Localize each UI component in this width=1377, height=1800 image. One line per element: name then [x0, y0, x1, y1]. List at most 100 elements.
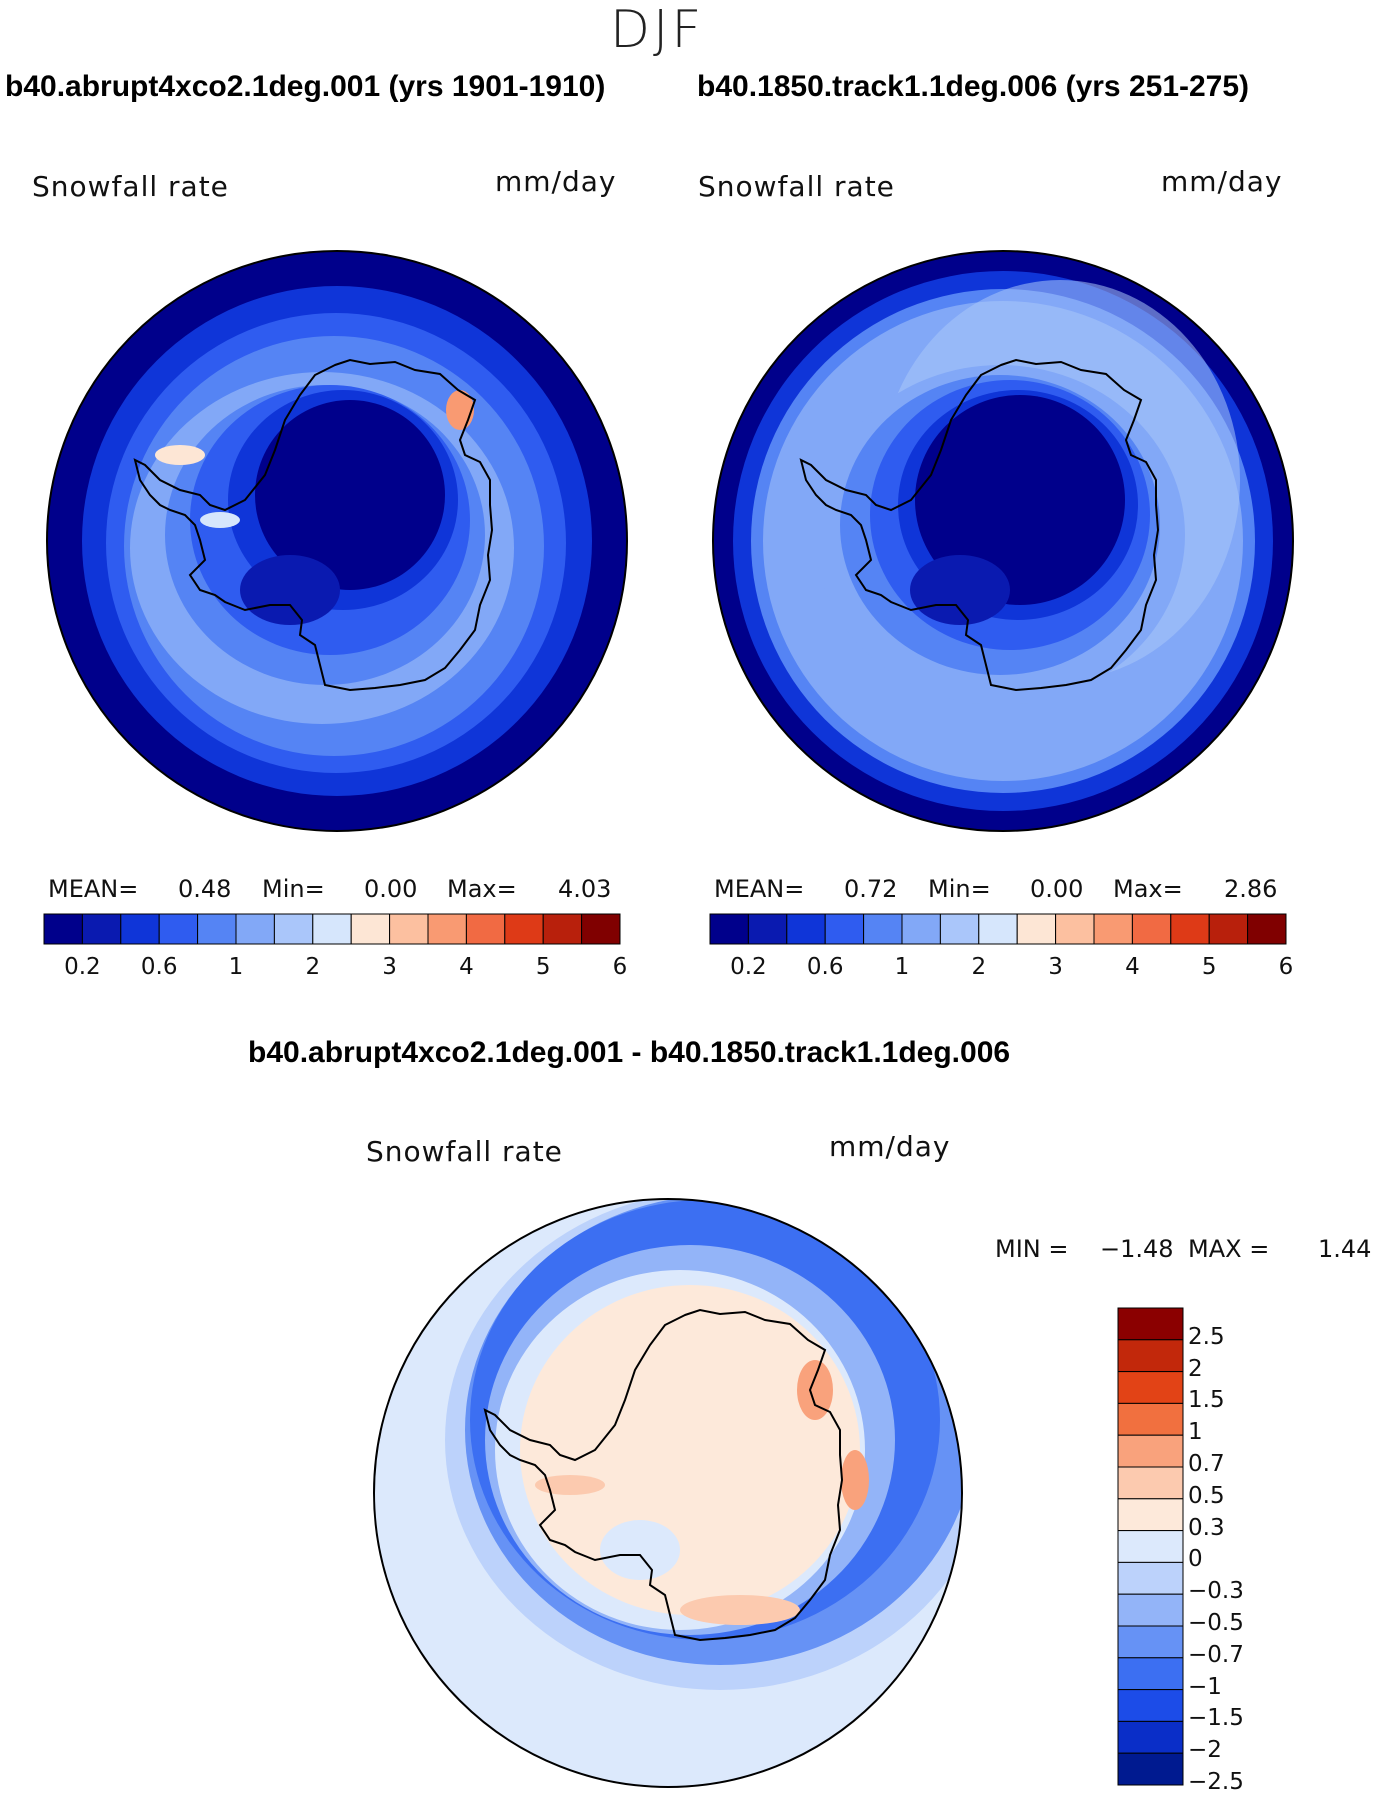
colorbar-swatch [1117, 1720, 1184, 1754]
diff-units-label: mm/day [829, 1130, 951, 1163]
diff-variable-label: Snowfall rate [366, 1135, 563, 1168]
diff-min-label: MIN = [995, 1235, 1069, 1263]
panel1-case-title: b40.abrupt4xco2.1deg.001 (yrs 1901-1910) [5, 70, 606, 103]
panel2-min-value: 0.00 [1030, 875, 1084, 903]
panel1-min-value: 0.00 [364, 875, 418, 903]
colorbar-tick-label: 1 [1188, 1419, 1203, 1446]
colorbar-swatch [1117, 1498, 1184, 1532]
panel2-mean-value: 0.72 [844, 875, 898, 903]
colorbar-swatch [1117, 1593, 1184, 1627]
colorbar-tick-label: 0.5 [1188, 1482, 1225, 1509]
colorbar-swatch [81, 913, 122, 945]
colorbar-swatch [427, 913, 467, 945]
colorbar-swatch [1093, 913, 1133, 945]
colorbar-tick-label: −0.3 [1188, 1578, 1244, 1605]
colorbar-swatch [581, 913, 621, 945]
colorbar-swatch [863, 913, 903, 945]
colorbar-tick-label: 5 [1201, 954, 1217, 980]
panel2-map [713, 251, 1293, 831]
colorbar-swatch [1117, 1339, 1184, 1373]
panel2-units-label: mm/day [1161, 165, 1283, 198]
colorbar-swatch [158, 913, 199, 945]
panel2-case-title: b40.1850.track1.1deg.006 (yrs 251-275) [697, 70, 1250, 103]
colorbar-swatch [1117, 1530, 1184, 1563]
panel1-colorbar [43, 913, 621, 945]
colorbar-tick-label: 6 [1278, 954, 1294, 980]
colorbar-tick-label: −1 [1188, 1673, 1222, 1700]
panel2-max-value: 2.86 [1224, 875, 1278, 903]
colorbar-swatch [901, 913, 941, 945]
colorbar-tick-label: −0.5 [1188, 1610, 1244, 1636]
colorbar-swatch [747, 913, 788, 945]
colorbar-swatch [1016, 913, 1057, 945]
colorbar-tick-label: 6 [612, 954, 628, 980]
panel2-mean-label: MEAN= [714, 875, 805, 903]
colorbar-swatch [1117, 1307, 1184, 1341]
colorbar-tick-label: 0.6 [140, 954, 178, 980]
colorbar-swatch [1208, 913, 1249, 945]
colorbar-swatch [350, 913, 391, 945]
colorbar-swatch [939, 913, 980, 945]
colorbar-tick-label: 0.2 [730, 954, 767, 980]
colorbar-swatch [312, 913, 352, 945]
colorbar-swatch [1117, 1371, 1184, 1404]
panel1-map [47, 251, 627, 831]
panel1-variable-label: Snowfall rate [32, 170, 229, 203]
panel2-max-label: Max= [1113, 875, 1183, 903]
diff-max-label: MAX = [1188, 1235, 1270, 1263]
panel1-min-label: Min= [262, 875, 325, 903]
colorbar-swatch [709, 913, 749, 945]
season-title: DJF [610, 0, 705, 60]
colorbar-swatch [1117, 1434, 1184, 1468]
colorbar-tick-label: 0.3 [1188, 1514, 1225, 1541]
panel2-colorbar [709, 913, 1287, 945]
colorbar-tick-label: 0.2 [64, 954, 101, 980]
colorbar-swatch [1117, 1752, 1184, 1786]
colorbar-swatch [465, 913, 506, 945]
colorbar-tick-label: 1 [894, 954, 910, 980]
colorbar-tick-label: 4 [459, 954, 474, 980]
colorbar-swatch [1117, 1402, 1184, 1436]
colorbar-tick-label: −2 [1188, 1737, 1222, 1764]
colorbar-swatch [235, 913, 275, 945]
colorbar-swatch [1055, 913, 1095, 945]
colorbar-tick-label: 2.5 [1188, 1323, 1225, 1350]
colorbar-tick-label: 2 [305, 954, 321, 980]
colorbar-swatch [1117, 1625, 1184, 1659]
panel1-max-value: 4.03 [558, 875, 612, 903]
colorbar-tick-label: 2 [1188, 1355, 1203, 1382]
panel2-variable-label: Snowfall rate [698, 170, 895, 203]
colorbar-swatch [542, 913, 583, 945]
colorbar-swatch [1117, 1466, 1184, 1500]
colorbar-tick-label: 1 [228, 954, 244, 980]
colorbar-swatch [786, 913, 826, 945]
colorbar-swatch [1117, 1657, 1184, 1691]
colorbar-tick-label: 1.5 [1188, 1387, 1225, 1414]
colorbar-swatch [1170, 913, 1210, 945]
colorbar-tick-label: −1.5 [1188, 1705, 1244, 1732]
colorbar-swatch [824, 913, 865, 945]
colorbar-tick-label: 0 [1188, 1546, 1203, 1573]
diff-colorbar [1117, 1307, 1184, 1786]
panel1-max-label: Max= [447, 875, 517, 903]
colorbar-tick-label: 3 [382, 954, 397, 980]
colorbar-swatch [504, 913, 544, 945]
colorbar-swatch [389, 913, 429, 945]
diff-min-value: −1.48 [1100, 1235, 1174, 1263]
panel2-min-label: Min= [928, 875, 991, 903]
colorbar-tick-label: 0.7 [1188, 1451, 1225, 1477]
colorbar-swatch [197, 913, 237, 945]
diff-title: b40.abrupt4xco2.1deg.001 - b40.1850.trac… [248, 1036, 1011, 1069]
colorbar-swatch [1117, 1561, 1184, 1595]
colorbar-tick-label: −0.7 [1188, 1641, 1244, 1668]
colorbar-swatch [273, 913, 314, 945]
panel1-mean-value: 0.48 [178, 875, 232, 903]
colorbar-tick-label: 4 [1125, 954, 1140, 980]
colorbar-swatch [978, 913, 1018, 945]
colorbar-tick-label: 2 [971, 954, 987, 980]
colorbar-tick-label: 5 [535, 954, 551, 980]
panel1-units-label: mm/day [495, 165, 617, 198]
colorbar-swatch [1117, 1689, 1184, 1722]
colorbar-swatch [1131, 913, 1172, 945]
